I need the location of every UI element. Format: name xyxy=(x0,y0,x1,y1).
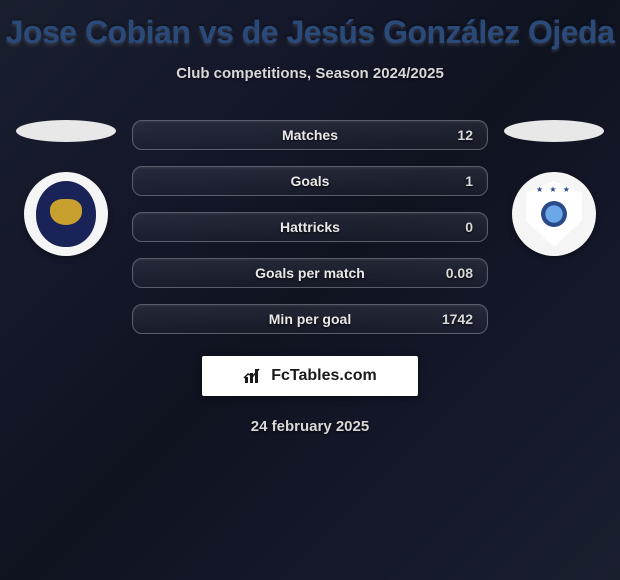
stat-row-hattricks: Hattricks 0 xyxy=(132,212,488,242)
player-left-column xyxy=(6,120,126,256)
player-left-photo-placeholder xyxy=(16,120,116,142)
stats-list: Matches 12 Goals 1 Hattricks 0 Goals per… xyxy=(126,120,494,334)
stat-right-value: 1 xyxy=(433,173,473,189)
branding-text: FcTables.com xyxy=(271,367,377,385)
stat-row-goals-per-match: Goals per match 0.08 xyxy=(132,258,488,288)
date-text: 24 february 2025 xyxy=(251,418,369,435)
stat-label: Matches xyxy=(187,127,433,143)
club-badge-right xyxy=(512,172,596,256)
club-badge-left xyxy=(24,172,108,256)
stat-right-value: 0 xyxy=(433,219,473,235)
stat-right-value: 0.08 xyxy=(433,265,473,281)
stats-area: Matches 12 Goals 1 Hattricks 0 Goals per… xyxy=(0,120,620,334)
subtitle: Club competitions, Season 2024/2025 xyxy=(176,65,444,82)
stat-row-matches: Matches 12 xyxy=(132,120,488,150)
player-right-column xyxy=(494,120,614,256)
pachuca-logo-icon xyxy=(523,181,585,247)
stat-label: Goals xyxy=(187,173,433,189)
player-right-photo-placeholder xyxy=(504,120,604,142)
stat-right-value: 1742 xyxy=(433,311,473,327)
page-title: Jose Cobian vs de Jesús González Ojeda xyxy=(6,14,615,51)
stat-label: Hattricks xyxy=(187,219,433,235)
stat-row-goals: Goals 1 xyxy=(132,166,488,196)
h2h-infographic: Jose Cobian vs de Jesús González Ojeda C… xyxy=(0,0,620,435)
stat-right-value: 12 xyxy=(433,127,473,143)
stat-row-min-per-goal: Min per goal 1742 xyxy=(132,304,488,334)
stat-label: Min per goal xyxy=(187,311,433,327)
stat-label: Goals per match xyxy=(187,265,433,281)
branding-badge[interactable]: FcTables.com xyxy=(202,356,418,396)
pumas-logo-icon xyxy=(36,181,96,247)
bar-chart-icon xyxy=(243,367,265,385)
